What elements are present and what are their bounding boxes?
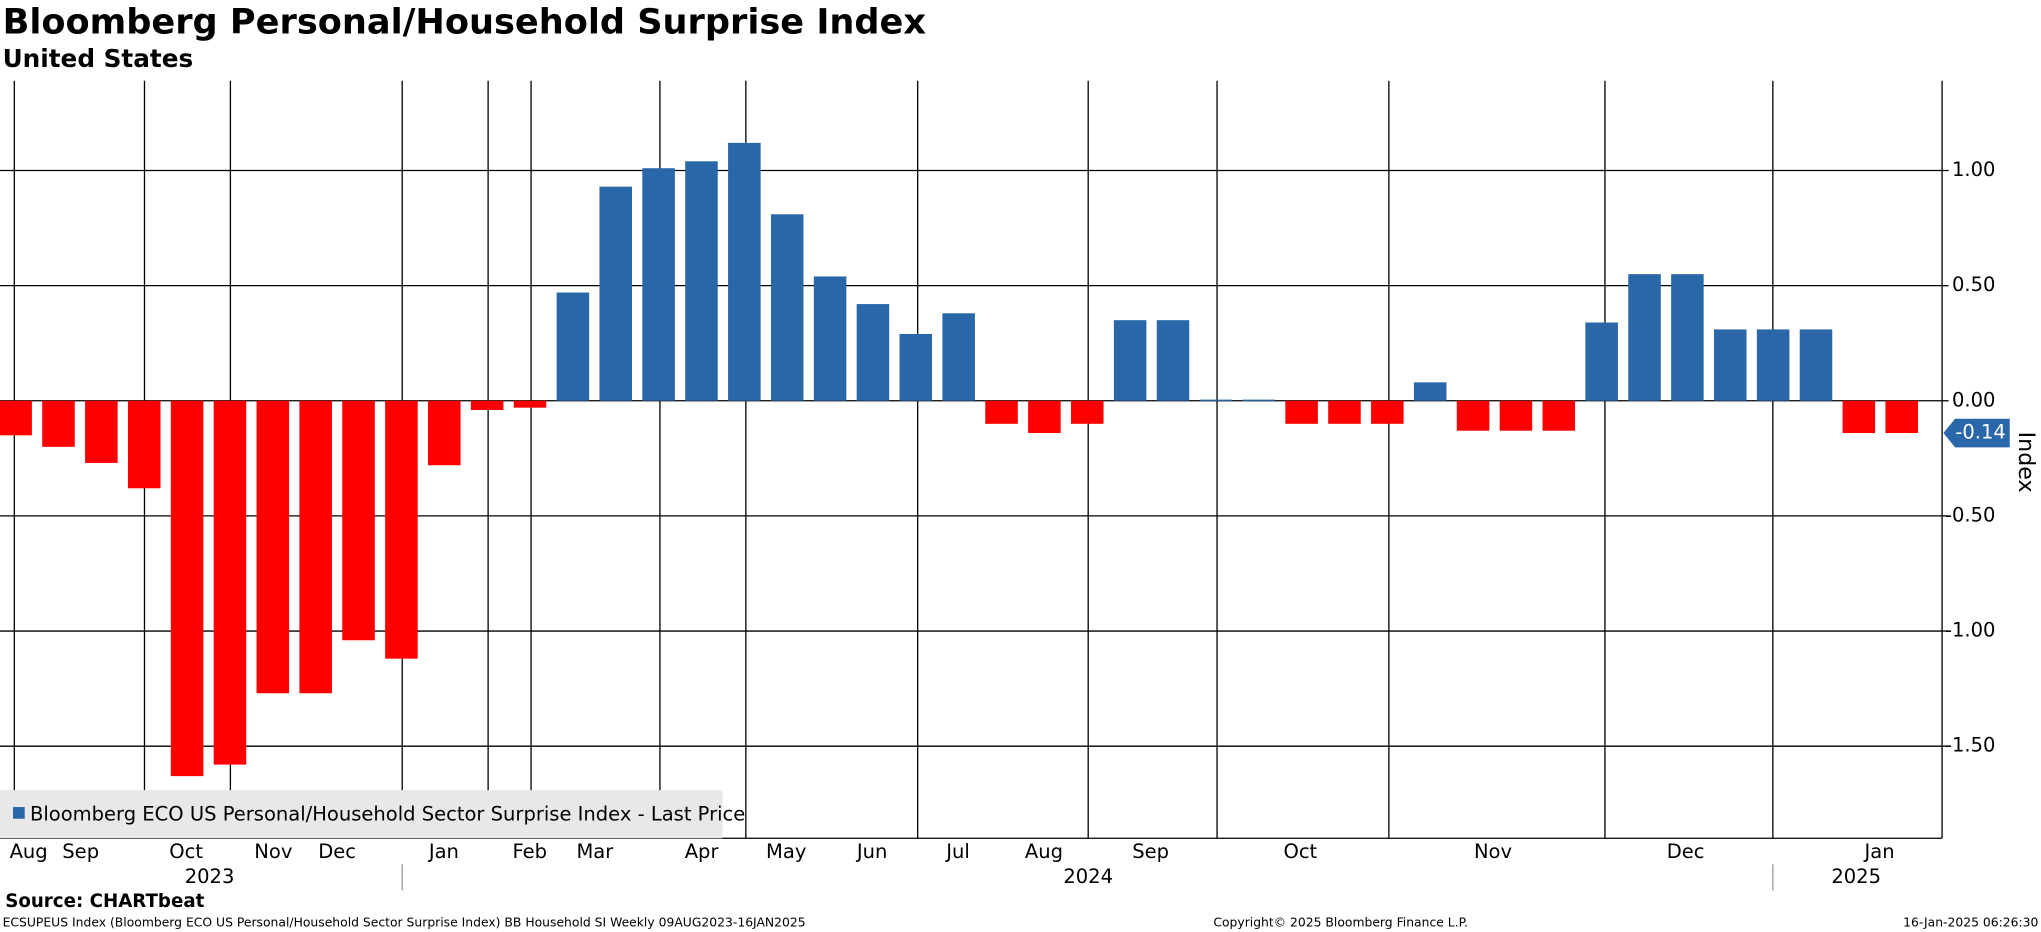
last-price-label: -0.14 [1955, 421, 2006, 444]
x-tick-label: Feb [512, 840, 547, 863]
legend-box [0, 790, 723, 839]
bar [213, 400, 247, 765]
bar [1113, 320, 1147, 401]
bar [1585, 322, 1618, 401]
bar [1285, 400, 1318, 424]
bar [1456, 400, 1490, 431]
legend-label: Bloomberg ECO US Personal/Household Sect… [30, 802, 745, 825]
bar [556, 292, 590, 401]
y-tick-label: -1.00 [1945, 619, 1996, 642]
x-tick-label: May [766, 840, 806, 863]
year-label: 2025 [1831, 865, 1881, 888]
year-label: 2023 [185, 865, 235, 888]
bar [256, 400, 290, 694]
bar [728, 142, 761, 401]
x-tick-label: Apr [685, 840, 720, 863]
bar [1070, 400, 1104, 424]
bar [342, 400, 375, 641]
bar [770, 214, 804, 401]
bar [385, 400, 418, 659]
y-tick-label: 0.00 [1952, 388, 1995, 411]
bar [1713, 329, 1747, 401]
y-axis-title: Index [2013, 432, 2039, 493]
chart-title: Bloomberg Personal/Household Surprise In… [3, 1, 927, 42]
bar [985, 400, 1018, 424]
bar [1242, 399, 1276, 401]
bar [685, 161, 718, 401]
bar [1499, 400, 1533, 431]
x-tick-label: Dec [318, 840, 356, 863]
bar [170, 400, 204, 777]
legend-swatch [13, 807, 25, 819]
bar [127, 400, 161, 489]
bar [42, 400, 75, 447]
x-tick-label: Jan [427, 840, 459, 863]
bar [1799, 329, 1833, 401]
bar [899, 333, 933, 401]
footer-left: ECSUPEUS Index (Bloomberg ECO US Persona… [3, 915, 806, 929]
bar [1671, 274, 1704, 401]
x-tick-label: Jul [944, 840, 970, 863]
bar [1156, 320, 1190, 401]
x-tick-label: Jan [1863, 840, 1895, 863]
bar [642, 168, 675, 401]
bar [428, 400, 461, 466]
x-tick-label: Oct [169, 840, 203, 863]
bar [942, 313, 975, 401]
x-tick-label: Aug [1025, 840, 1063, 863]
bar [1028, 400, 1061, 434]
x-tick-label: Oct [1283, 840, 1317, 863]
last-price-tag [1943, 418, 2010, 448]
x-tick-label: Sep [1132, 840, 1169, 863]
bar [1371, 400, 1404, 424]
x-tick-label: Sep [62, 840, 99, 863]
bar [1199, 399, 1233, 401]
bar [1756, 329, 1790, 401]
y-tick-label: 1.00 [1952, 158, 1995, 181]
x-tick-label: Dec [1667, 840, 1705, 863]
source: Source: CHARTbeat [5, 891, 204, 912]
chart-subtitle: United States [3, 44, 194, 73]
y-tick-label: -0.50 [1945, 503, 1996, 526]
y-tick-label: -1.50 [1945, 734, 1996, 757]
bar [470, 400, 504, 410]
bar [856, 304, 890, 401]
x-tick-label: Mar [576, 840, 614, 863]
bar [1842, 400, 1876, 434]
x-tick-label: Nov [1474, 840, 1512, 863]
bar [813, 276, 847, 401]
x-tick-label: Jun [855, 840, 888, 863]
x-tick-label: Aug [10, 840, 48, 863]
bar [1885, 400, 1918, 434]
bar [0, 400, 32, 436]
bar [1542, 400, 1576, 431]
bar [513, 400, 547, 408]
footer-right: 16-Jan-2025 06:26:30 [1903, 915, 2038, 929]
x-tick-label: Nov [254, 840, 292, 863]
y-tick-label: 0.50 [1952, 273, 1995, 296]
footer-center: Copyright© 2025 Bloomberg Finance L.P. [1213, 915, 1468, 929]
bar [1328, 400, 1361, 424]
year-label: 2024 [1063, 865, 1113, 888]
bar [1628, 274, 1661, 401]
bar [299, 400, 332, 694]
bar [85, 400, 118, 463]
bar [599, 186, 633, 401]
bar [1413, 382, 1447, 401]
